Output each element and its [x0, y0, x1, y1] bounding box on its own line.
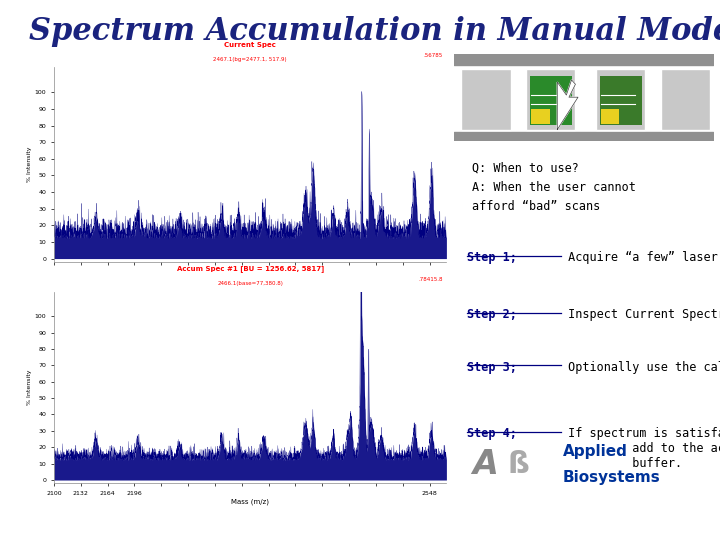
- Text: Current Spec: Current Spec: [224, 42, 276, 48]
- Text: Step 1;: Step 1;: [467, 251, 516, 264]
- FancyBboxPatch shape: [526, 69, 575, 130]
- FancyBboxPatch shape: [600, 76, 642, 125]
- Text: 2467.1(bg=2477.1, 517.9): 2467.1(bg=2477.1, 517.9): [213, 57, 287, 62]
- Text: .56785: .56785: [423, 53, 443, 58]
- Text: Inspect Current Spectrum: Inspect Current Spectrum: [561, 308, 720, 321]
- Text: Q: When to use?
A: When the user cannot
afford “bad” scans: Q: When to use? A: When the user cannot …: [472, 162, 636, 213]
- FancyBboxPatch shape: [462, 69, 510, 130]
- Y-axis label: % Intensity: % Intensity: [27, 147, 32, 183]
- Text: Biosystems: Biosystems: [562, 470, 660, 485]
- FancyBboxPatch shape: [601, 109, 619, 124]
- Text: Acquire “a few” laser shots: Acquire “a few” laser shots: [561, 251, 720, 264]
- Text: Optionally use the calculators: Optionally use the calculators: [561, 361, 720, 374]
- Text: If spectrum is satisfactory
          add to the accumulation
          buffer.: If spectrum is satisfactory add to the a…: [561, 427, 720, 470]
- Text: Applied: Applied: [562, 444, 627, 459]
- Text: Spectrum Accumulation in Manual Mode: Spectrum Accumulation in Manual Mode: [29, 16, 720, 47]
- Text: ß: ß: [508, 450, 529, 479]
- FancyBboxPatch shape: [596, 69, 645, 130]
- Text: Step 4;: Step 4;: [467, 427, 516, 440]
- FancyBboxPatch shape: [530, 76, 572, 125]
- Text: Step 3;: Step 3;: [467, 361, 516, 374]
- Y-axis label: % Intensity: % Intensity: [27, 370, 32, 405]
- Text: Step 2;: Step 2;: [467, 308, 516, 321]
- Text: .78415.8: .78415.8: [418, 277, 443, 282]
- Text: 2466.1(base=77,380.8): 2466.1(base=77,380.8): [217, 281, 283, 286]
- Text: Accum Spec #1 [BU = 1256.62, 5817]: Accum Spec #1 [BU = 1256.62, 5817]: [176, 266, 324, 272]
- Text: A: A: [472, 448, 498, 481]
- FancyBboxPatch shape: [531, 109, 549, 124]
- Polygon shape: [557, 80, 578, 130]
- X-axis label: Mass (m/z): Mass (m/z): [231, 499, 269, 505]
- FancyBboxPatch shape: [661, 69, 710, 130]
